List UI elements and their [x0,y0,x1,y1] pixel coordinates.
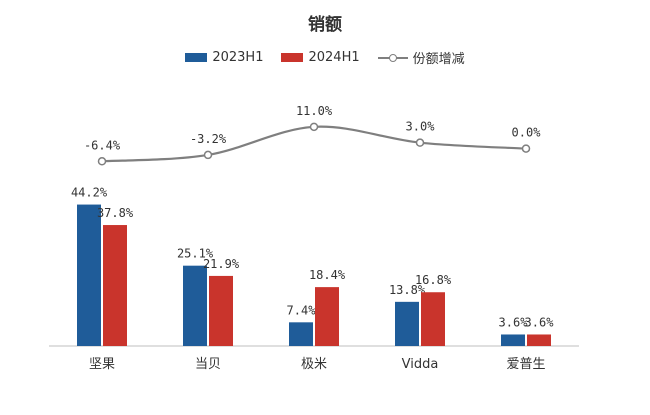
bar-label-2024h1-0: 37.8% [97,206,134,220]
line-point-0 [97,157,107,166]
line-point-4 [521,144,531,153]
bar-2024h1-4 [527,334,551,346]
chart-legend: 2023H1 2024H1 份额增减 [0,48,650,67]
bar-2023h1-4 [501,334,525,346]
bar-label-2023h1-0: 44.2% [71,186,108,200]
legend-label-2023h1: 2023H1 [212,50,264,65]
line-point-1 [203,150,213,160]
line-label-1: -3.2% [190,132,227,146]
bar-label-2023h1-2: 7.4% [287,303,317,317]
line-point-3 [415,138,425,147]
bar-label-2023h1-3: 13.8% [389,283,426,297]
bar-2023h1-2 [289,322,313,346]
bar-label-2023h1-1: 25.1% [177,247,214,261]
line-point-2 [309,122,319,132]
bar-2024h1-3 [421,292,445,346]
bar-2024h1-1 [209,275,233,346]
bar-2023h1-1 [183,265,207,346]
category-label-4: 爱普生 [506,357,545,372]
legend-item-2023h1: 2023H1 [185,50,263,65]
bar-2023h1-3 [395,301,419,346]
line-label-0: -6.4% [84,138,121,152]
line-label-4: 0.0% [512,126,542,140]
bar-label-2024h1-1: 21.9% [203,257,240,271]
legend-item-2024h1: 2024H1 [281,50,360,65]
chart-title: 销额 [308,15,342,35]
legend-swatch-2024h1 [281,53,304,62]
bar-2024h1-0 [103,225,127,346]
line-share-change [101,125,527,163]
bar-label-2024h1-3: 16.8% [415,273,452,287]
line-label-2: 11.0% [296,104,333,118]
bar-2024h1-2 [315,287,339,346]
legend-label-2024h1: 2024H1 [308,50,360,65]
legend-swatch-share-change [377,53,408,63]
bar-label-2024h1-2: 18.4% [309,268,346,282]
bar-2023h1-0 [77,204,101,346]
category-label-1: 当贝 [195,357,221,372]
category-label-2: 极米 [301,357,327,372]
category-label-3: Vidda [402,357,439,372]
category-label-0: 坚果 [89,357,115,372]
legend-label-share-change: 份额增减 [412,52,465,67]
bar-label-2024h1-4: 3.6% [525,315,555,329]
legend-swatch-2023h1 [185,53,208,62]
bar-label-2023h1-4: 3.6% [499,315,529,329]
line-label-3: 3.0% [406,120,436,134]
legend-item-share-change: 份额增减 [377,48,465,67]
